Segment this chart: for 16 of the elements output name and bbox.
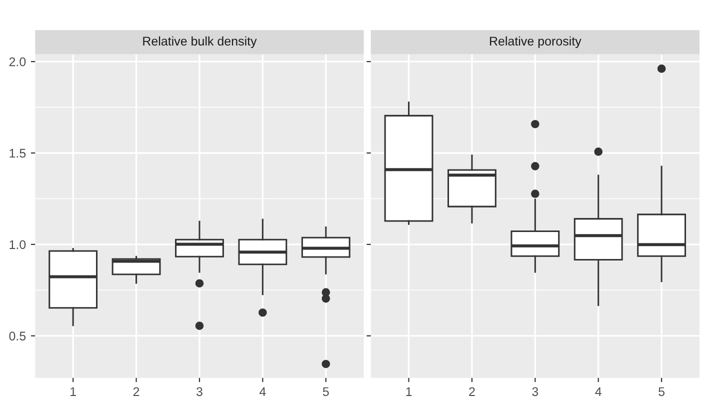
y-tick-label: 1.5 [10, 148, 26, 158]
y-tick-label: 1.0 [10, 240, 26, 250]
x-tick-label: 2 [133, 387, 140, 396]
x-tick-label: 4 [259, 387, 266, 396]
x-tick-label: 3 [532, 387, 538, 396]
x-tick-label: 4 [595, 387, 602, 396]
y-tick-label: 0.5 [9, 332, 26, 340]
x-tick-label: 1 [406, 387, 412, 396]
x-tick-label: 1 [70, 387, 76, 396]
y-tick-label: 2.0 [9, 57, 26, 66]
chart-title: Relative porosity [490, 36, 582, 48]
x-tick-label: 5 [658, 387, 665, 396]
chart-title: Relative bulk density [143, 36, 257, 48]
x-tick-label: 5 [322, 387, 329, 396]
x-tick-label: 3 [196, 387, 202, 396]
x-tick-label: 2 [469, 387, 475, 396]
